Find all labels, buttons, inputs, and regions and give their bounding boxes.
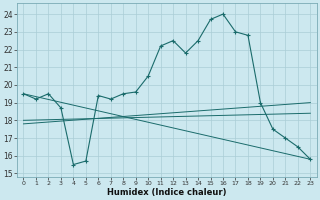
X-axis label: Humidex (Indice chaleur): Humidex (Indice chaleur) xyxy=(107,188,227,197)
